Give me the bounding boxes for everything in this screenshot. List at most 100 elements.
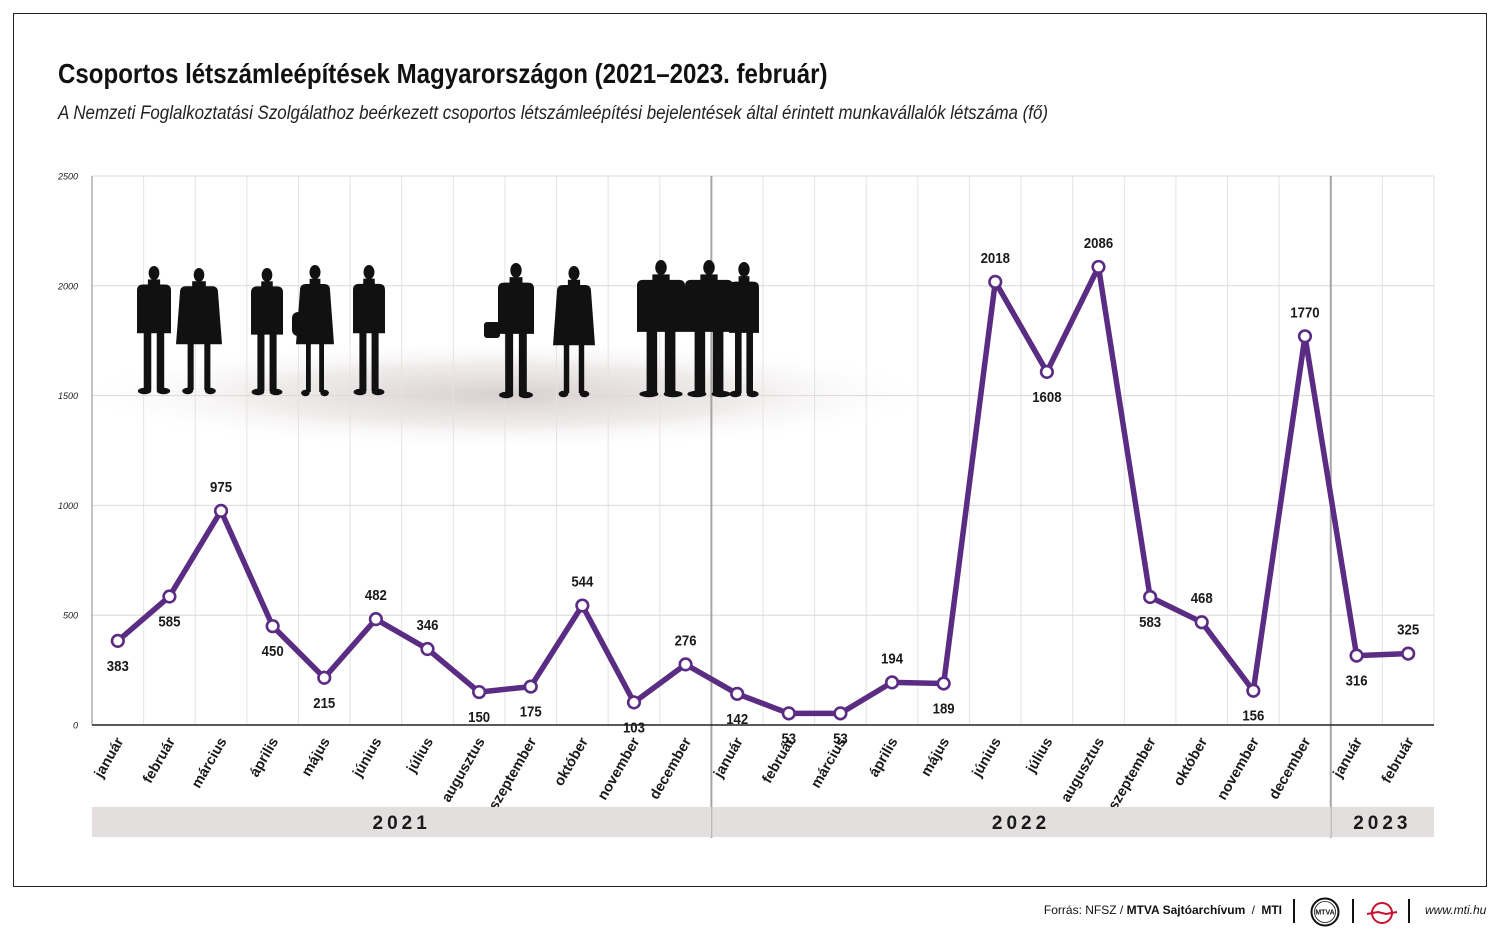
data-label: 276 <box>675 632 697 649</box>
data-point <box>1143 589 1158 605</box>
y-tick-label: 2000 <box>57 281 78 291</box>
x-tick-label: november <box>595 735 644 803</box>
x-tick-label: szeptember <box>1105 735 1159 813</box>
data-point <box>523 679 538 694</box>
person-silhouette <box>729 262 759 398</box>
data-label: 103 <box>623 719 645 736</box>
x-axis: január február március április május június jú… <box>91 735 1418 813</box>
x-tick-label: február <box>140 735 179 787</box>
y-tick-label: 0 <box>73 721 78 731</box>
x-tick-label: szeptember <box>486 735 540 813</box>
data-point <box>575 598 590 613</box>
data-label: 2086 <box>1084 234 1113 251</box>
data-label: 194 <box>881 650 903 667</box>
x-tick-label: február <box>1379 735 1418 787</box>
data-point <box>1039 364 1054 379</box>
x-tick-label: június <box>969 735 1005 781</box>
data-point <box>1401 646 1416 661</box>
year-label: 2022 <box>992 813 1050 834</box>
person-silhouette <box>251 268 283 396</box>
data-point <box>420 641 435 657</box>
x-tick-label: július <box>404 735 437 777</box>
year-label: 2021 <box>373 813 431 834</box>
source-org: MTVA Sajtóarchívum <box>1126 903 1246 917</box>
year-band <box>1331 807 1434 837</box>
data-point <box>265 619 280 634</box>
source-prefix: Forrás: NFSZ / <box>1043 903 1124 917</box>
x-tick-label: március <box>189 735 231 791</box>
site-url: www.mti.hu <box>1425 903 1487 917</box>
x-tick-label: április <box>247 735 282 780</box>
data-label: 316 <box>1346 672 1368 689</box>
data-point <box>213 503 229 518</box>
year-band <box>712 807 1331 837</box>
data-label: 468 <box>1191 589 1213 606</box>
x-tick-label: január <box>711 735 747 782</box>
data-label: 583 <box>1139 613 1161 630</box>
data-label: 544 <box>571 573 593 590</box>
y-tick-label: 1500 <box>58 391 78 401</box>
data-labels: 383 585 975 450 215 482 346 150 175 544 103 276 142 5… <box>107 234 1420 746</box>
data-point <box>626 695 642 710</box>
data-label: 2018 <box>981 249 1010 266</box>
data-label: 156 <box>1242 707 1264 724</box>
data-point <box>936 676 951 691</box>
year-label: 2023 <box>1353 813 1411 834</box>
person-silhouette <box>137 266 171 395</box>
source-text: Forrás: NFSZ / MTVA Sajtóarchívum / MTI <box>1043 903 1282 917</box>
x-tick-label: augusztus <box>439 735 489 805</box>
person-silhouette <box>637 260 685 398</box>
data-point <box>110 633 125 648</box>
person-silhouette <box>685 260 733 398</box>
data-point <box>678 657 693 672</box>
person-silhouette <box>176 268 222 395</box>
data-point <box>781 706 796 721</box>
footer-divider <box>1408 899 1410 923</box>
data-label: 1770 <box>1290 304 1319 321</box>
year-bands: 2021 2022 2023 <box>92 807 1434 837</box>
data-label: 53 <box>833 730 848 747</box>
mtva-logo-text: MTVA <box>1315 910 1334 917</box>
data-label: 215 <box>313 694 335 711</box>
data-label: 325 <box>1397 621 1419 638</box>
x-tick-label: december <box>1266 735 1314 803</box>
footer-divider <box>1293 899 1295 923</box>
person-silhouette <box>498 263 534 399</box>
x-tick-label: augusztus <box>1058 735 1108 805</box>
year-band <box>92 807 712 837</box>
x-tick-label: január <box>1330 735 1366 782</box>
data-point <box>730 686 745 701</box>
x-tick-label: január <box>91 735 127 782</box>
data-label: 175 <box>520 703 542 720</box>
data-label: 346 <box>417 616 439 633</box>
x-tick-label: december <box>647 735 695 803</box>
data-point <box>884 675 900 690</box>
source-mti: MTI <box>1261 903 1282 917</box>
data-point <box>368 612 383 627</box>
mti-logo <box>1366 902 1398 924</box>
data-label: 150 <box>468 708 490 725</box>
footer-divider <box>1352 899 1354 923</box>
series-path <box>115 264 1411 717</box>
x-tick-label: október <box>1171 735 1212 789</box>
y-tick-label: 2500 <box>57 172 78 182</box>
data-label: 450 <box>262 642 284 659</box>
data-point <box>317 670 332 685</box>
x-tick-label: február <box>759 735 798 787</box>
x-tick-label: november <box>1214 735 1263 803</box>
data-point <box>1246 683 1261 698</box>
data-label: 482 <box>365 586 387 603</box>
x-tick-label: május <box>299 735 334 779</box>
data-point <box>1297 329 1313 344</box>
data-point <box>1091 259 1106 275</box>
data-point <box>472 684 487 700</box>
y-tick-label: 1000 <box>58 501 78 511</box>
person-silhouette <box>353 265 385 396</box>
data-label: 53 <box>781 730 796 747</box>
y-axis: 0 500 1000 1500 2000 2500 <box>57 172 1434 731</box>
y-tick-label: 500 <box>63 611 78 621</box>
data-point <box>833 706 848 721</box>
x-tick-label: július <box>1023 735 1056 777</box>
person-silhouette <box>553 266 595 398</box>
chart-title: Csoportos létszámleépítések Magyarország… <box>58 58 828 89</box>
